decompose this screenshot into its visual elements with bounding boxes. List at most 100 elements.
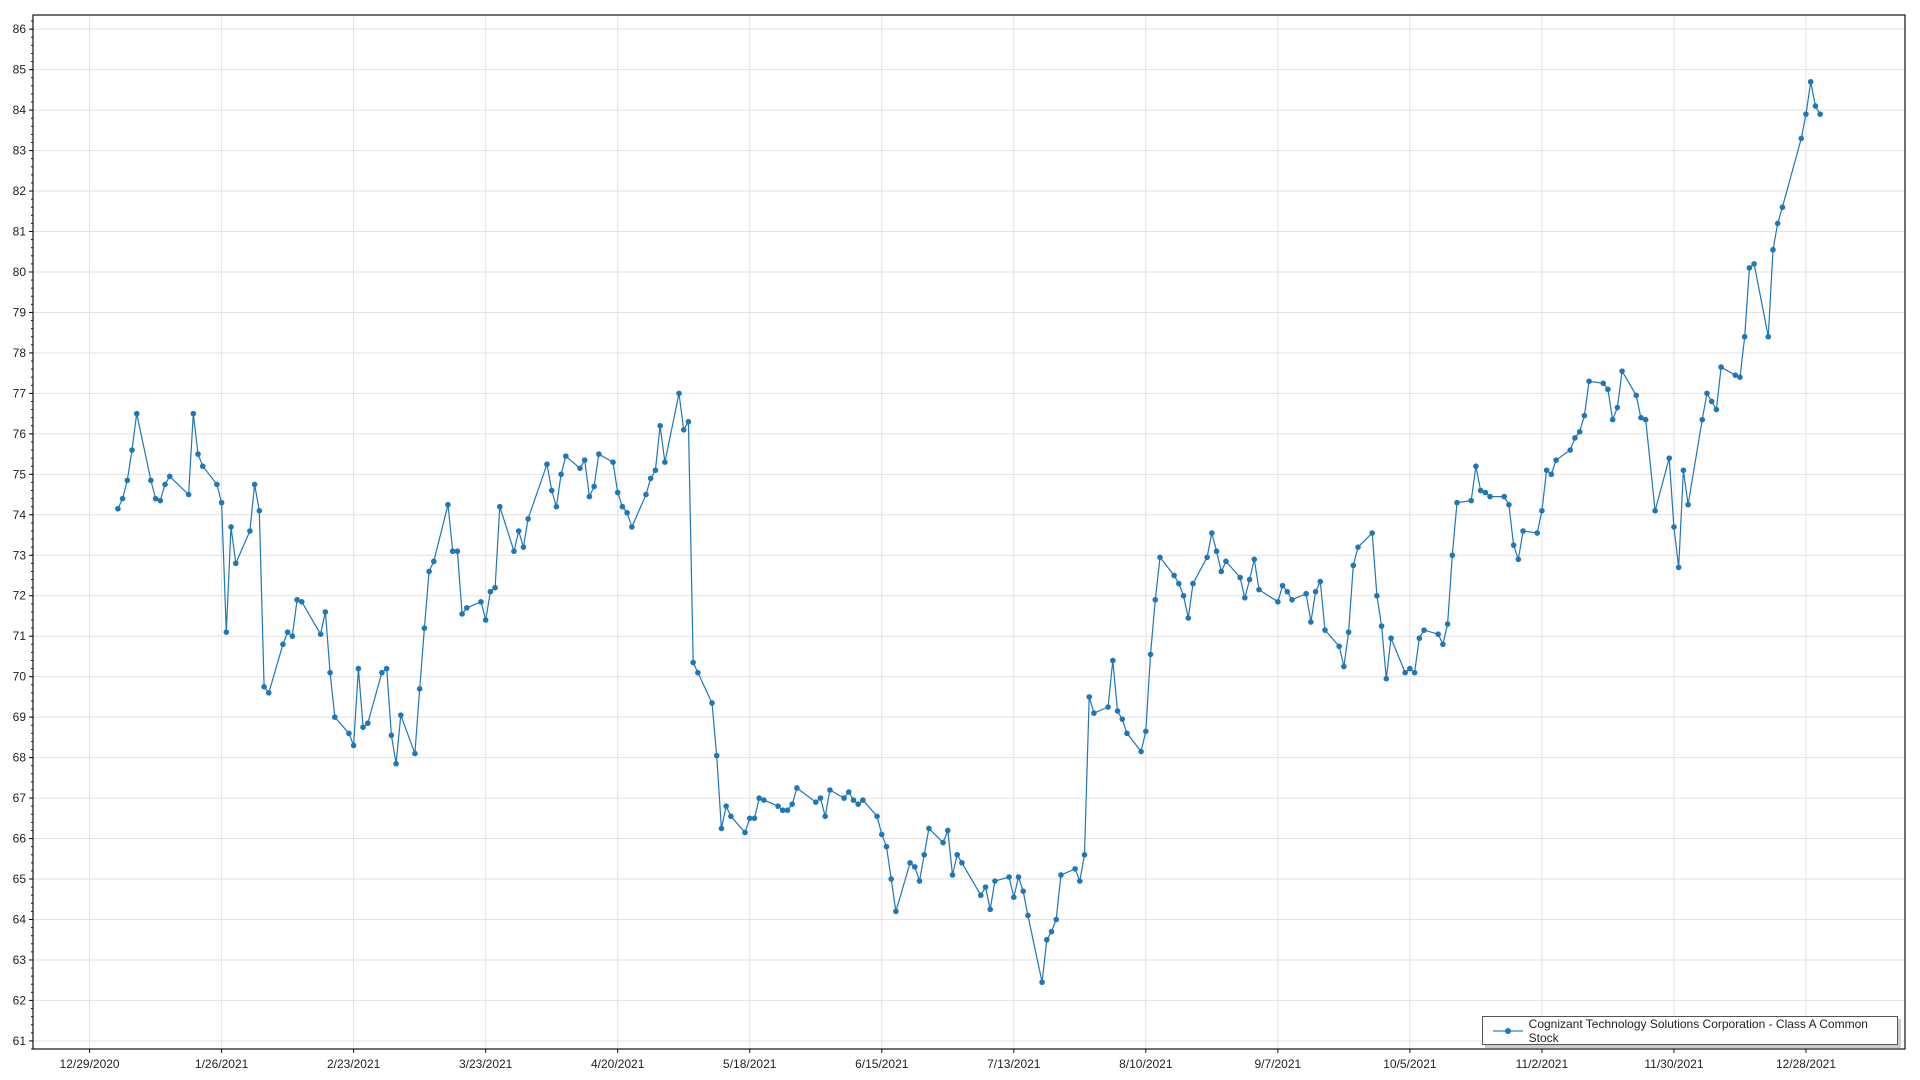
y-tick-label: 63	[13, 953, 27, 967]
data-point	[265, 690, 272, 696]
x-tick-label: 11/30/2021	[1644, 1057, 1703, 1071]
data-point	[850, 797, 857, 803]
data-point	[1510, 542, 1517, 548]
data-point	[1751, 261, 1757, 267]
data-point	[1642, 416, 1649, 423]
data-point	[256, 507, 263, 514]
data-point	[346, 730, 352, 737]
data-point	[388, 732, 395, 739]
data-point	[746, 815, 753, 822]
data-point	[822, 813, 828, 820]
data-point	[577, 465, 583, 472]
data-point	[992, 878, 998, 884]
y-tick-label: 77	[13, 386, 27, 400]
data-point	[1190, 580, 1196, 587]
data-point	[911, 864, 918, 870]
data-point	[1666, 455, 1673, 461]
data-point	[596, 451, 602, 457]
y-tick-label: 80	[13, 265, 27, 279]
x-tick-label: 11/2/2021	[1516, 1057, 1569, 1071]
data-point	[511, 548, 517, 555]
y-tick-label: 72	[13, 589, 27, 603]
data-point	[812, 799, 819, 805]
data-point	[1501, 493, 1507, 500]
data-point	[1213, 548, 1220, 555]
data-point	[784, 807, 791, 814]
data-point	[1581, 412, 1588, 419]
data-point	[1110, 657, 1116, 664]
x-tick-label: 3/23/2021	[459, 1057, 513, 1071]
data-point	[855, 801, 861, 807]
data-point	[1091, 710, 1097, 716]
plot-frame	[32, 14, 1906, 1050]
y-tick-label: 76	[13, 427, 27, 441]
data-point	[1369, 530, 1375, 536]
data-point	[652, 467, 659, 474]
data-point	[525, 516, 531, 522]
data-point	[1812, 103, 1819, 109]
data-point	[916, 878, 923, 884]
data-point	[426, 568, 432, 575]
data-point	[563, 453, 569, 459]
data-point	[1619, 368, 1625, 374]
data-point	[756, 795, 762, 801]
data-point	[1553, 457, 1559, 463]
data-point	[1713, 406, 1720, 413]
data-point	[1176, 580, 1182, 587]
data-point	[383, 665, 390, 672]
data-point	[1279, 582, 1286, 589]
data-point	[228, 524, 234, 530]
data-point	[223, 629, 230, 635]
x-tick-label: 12/28/2021	[1776, 1057, 1836, 1071]
x-tick-label: 5/18/2021	[723, 1057, 777, 1071]
y-tick-label: 69	[13, 710, 27, 724]
data-point	[1044, 936, 1050, 943]
data-point	[1256, 586, 1262, 593]
data-point	[379, 669, 385, 676]
data-point	[1798, 135, 1805, 142]
data-point	[1303, 590, 1309, 597]
y-tick-label: 83	[13, 144, 27, 158]
data-point	[888, 876, 894, 882]
data-point	[1817, 111, 1823, 117]
y-tick-label: 71	[13, 629, 27, 643]
data-point	[629, 524, 635, 530]
data-point	[1402, 669, 1408, 676]
data-point	[364, 720, 371, 727]
x-tick-label: 1/26/2021	[195, 1057, 249, 1071]
grid-lines	[33, 15, 1905, 1049]
data-point	[251, 481, 258, 488]
data-point	[195, 451, 201, 457]
data-point	[1105, 704, 1111, 710]
y-tick-label: 79	[13, 305, 27, 319]
x-tick-label: 7/13/2021	[987, 1057, 1041, 1071]
legend-line-marker-icon	[1493, 1024, 1523, 1038]
data-point	[761, 797, 767, 803]
data-point	[148, 477, 154, 484]
data-point	[280, 641, 286, 648]
data-point	[1081, 851, 1088, 858]
data-point	[709, 700, 715, 706]
data-point	[1242, 594, 1248, 601]
data-point	[695, 669, 701, 676]
y-tick-label: 66	[13, 832, 27, 846]
data-point	[690, 659, 696, 666]
data-point	[1779, 204, 1786, 211]
data-point	[1444, 621, 1451, 627]
y-tick-label: 61	[13, 1034, 27, 1048]
data-point	[1053, 916, 1060, 923]
data-point	[1482, 489, 1489, 496]
data-point	[1411, 669, 1418, 676]
data-point	[893, 908, 899, 915]
data-point	[115, 505, 121, 512]
data-point	[397, 712, 404, 718]
data-point	[1209, 530, 1215, 536]
data-point	[1124, 730, 1130, 737]
data-point	[1487, 493, 1493, 500]
data-point	[1114, 708, 1121, 714]
data-point	[1237, 574, 1243, 581]
data-point	[581, 457, 588, 463]
data-point	[1675, 564, 1682, 571]
data-point	[591, 483, 597, 490]
data-point	[1275, 599, 1281, 605]
